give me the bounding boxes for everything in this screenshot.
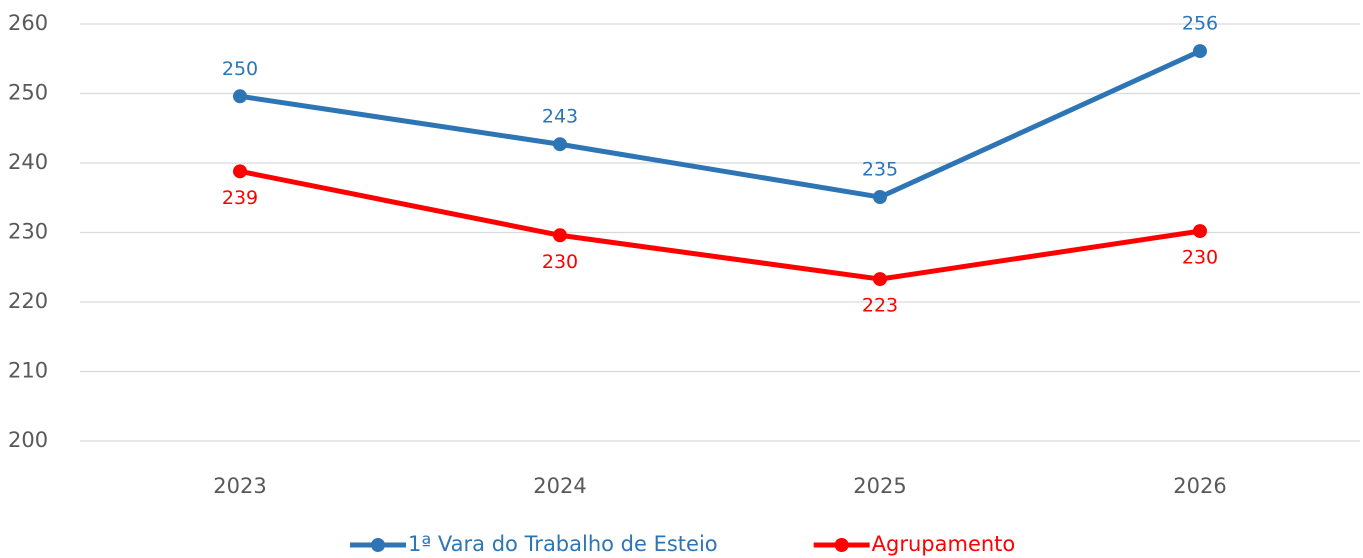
legend-label: 1ª Vara do Trabalho de Esteio [408, 532, 718, 556]
y-tick-label: 220 [8, 289, 48, 313]
marker [553, 228, 567, 243]
x-tick-label: 2024 [533, 474, 586, 498]
data-label: 250 [222, 58, 258, 80]
x-tick-label: 2026 [1173, 474, 1226, 498]
marker [1193, 224, 1207, 239]
legend-marker [371, 538, 385, 552]
y-tick-label: 200 [8, 428, 48, 452]
data-label: 223 [862, 295, 898, 317]
x-tick-label: 2025 [853, 474, 906, 498]
y-tick-label: 250 [8, 81, 48, 105]
y-tick-label: 210 [8, 359, 48, 383]
legend-marker [834, 538, 849, 552]
data-label: 243 [542, 106, 578, 128]
marker [1193, 44, 1207, 59]
data-label: 230 [1182, 247, 1218, 269]
y-tick-label: 240 [8, 150, 48, 174]
data-label: 239 [222, 187, 258, 209]
marker [873, 190, 887, 205]
marker [233, 164, 247, 179]
marker [873, 272, 887, 287]
marker [553, 137, 567, 152]
x-tick-label: 2023 [213, 474, 266, 498]
y-tick-label: 230 [8, 220, 48, 244]
data-label: 230 [542, 251, 578, 273]
y-tick-label: 260 [8, 11, 48, 35]
data-label: 256 [1182, 13, 1218, 35]
marker [233, 89, 247, 104]
series-line [239, 48, 1202, 200]
series-line [239, 168, 1201, 282]
legend-label: Agrupamento [872, 532, 1016, 556]
data-label: 235 [862, 159, 898, 181]
